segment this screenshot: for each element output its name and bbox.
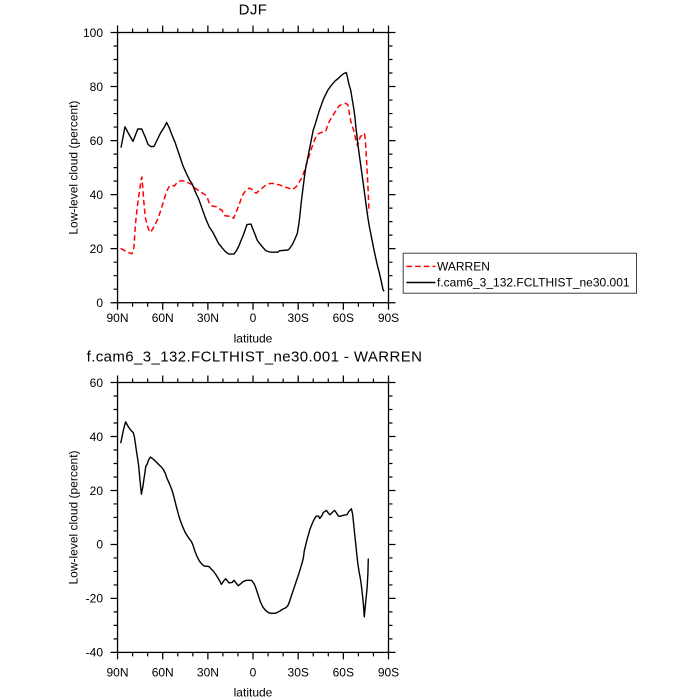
svg-text:80: 80 (90, 80, 104, 94)
svg-text:40: 40 (90, 188, 104, 202)
svg-text:60N: 60N (152, 311, 174, 325)
svg-text:0: 0 (96, 538, 103, 552)
svg-text:20: 20 (90, 242, 104, 256)
svg-text:-40: -40 (86, 646, 104, 660)
svg-text:Low-level cloud (percent): Low-level cloud (percent) (67, 101, 81, 235)
svg-text:30N: 30N (197, 665, 219, 679)
svg-text:0: 0 (250, 665, 257, 679)
svg-text:0: 0 (250, 311, 257, 325)
svg-text:90S: 90S (378, 665, 399, 679)
svg-text:60: 60 (90, 134, 104, 148)
svg-text:30S: 30S (288, 665, 309, 679)
svg-text:30N: 30N (197, 311, 219, 325)
svg-text:90N: 90N (106, 665, 128, 679)
svg-text:90N: 90N (106, 311, 128, 325)
svg-text:-20: -20 (86, 592, 104, 606)
svg-text:20: 20 (90, 484, 104, 498)
svg-text:100: 100 (83, 26, 103, 40)
svg-text:f.cam6_3_132.FCLTHIST_ne30.001: f.cam6_3_132.FCLTHIST_ne30.001 - WARREN (87, 349, 423, 366)
svg-text:60S: 60S (333, 311, 354, 325)
svg-text:f.cam6_3_132.FCLTHIST_ne30.001: f.cam6_3_132.FCLTHIST_ne30.001 (437, 276, 630, 290)
svg-text:60S: 60S (333, 665, 354, 679)
svg-text:30S: 30S (288, 311, 309, 325)
svg-text:latitude: latitude (234, 686, 273, 700)
svg-text:DJF: DJF (239, 2, 268, 19)
svg-text:Low-level cloud (percent): Low-level cloud (percent) (67, 450, 81, 584)
svg-text:40: 40 (90, 430, 104, 444)
svg-text:0: 0 (96, 296, 103, 310)
svg-text:90S: 90S (378, 311, 399, 325)
svg-text:60N: 60N (152, 665, 174, 679)
svg-text:WARREN: WARREN (437, 260, 490, 274)
svg-text:latitude: latitude (234, 332, 273, 346)
svg-text:60: 60 (90, 376, 104, 390)
